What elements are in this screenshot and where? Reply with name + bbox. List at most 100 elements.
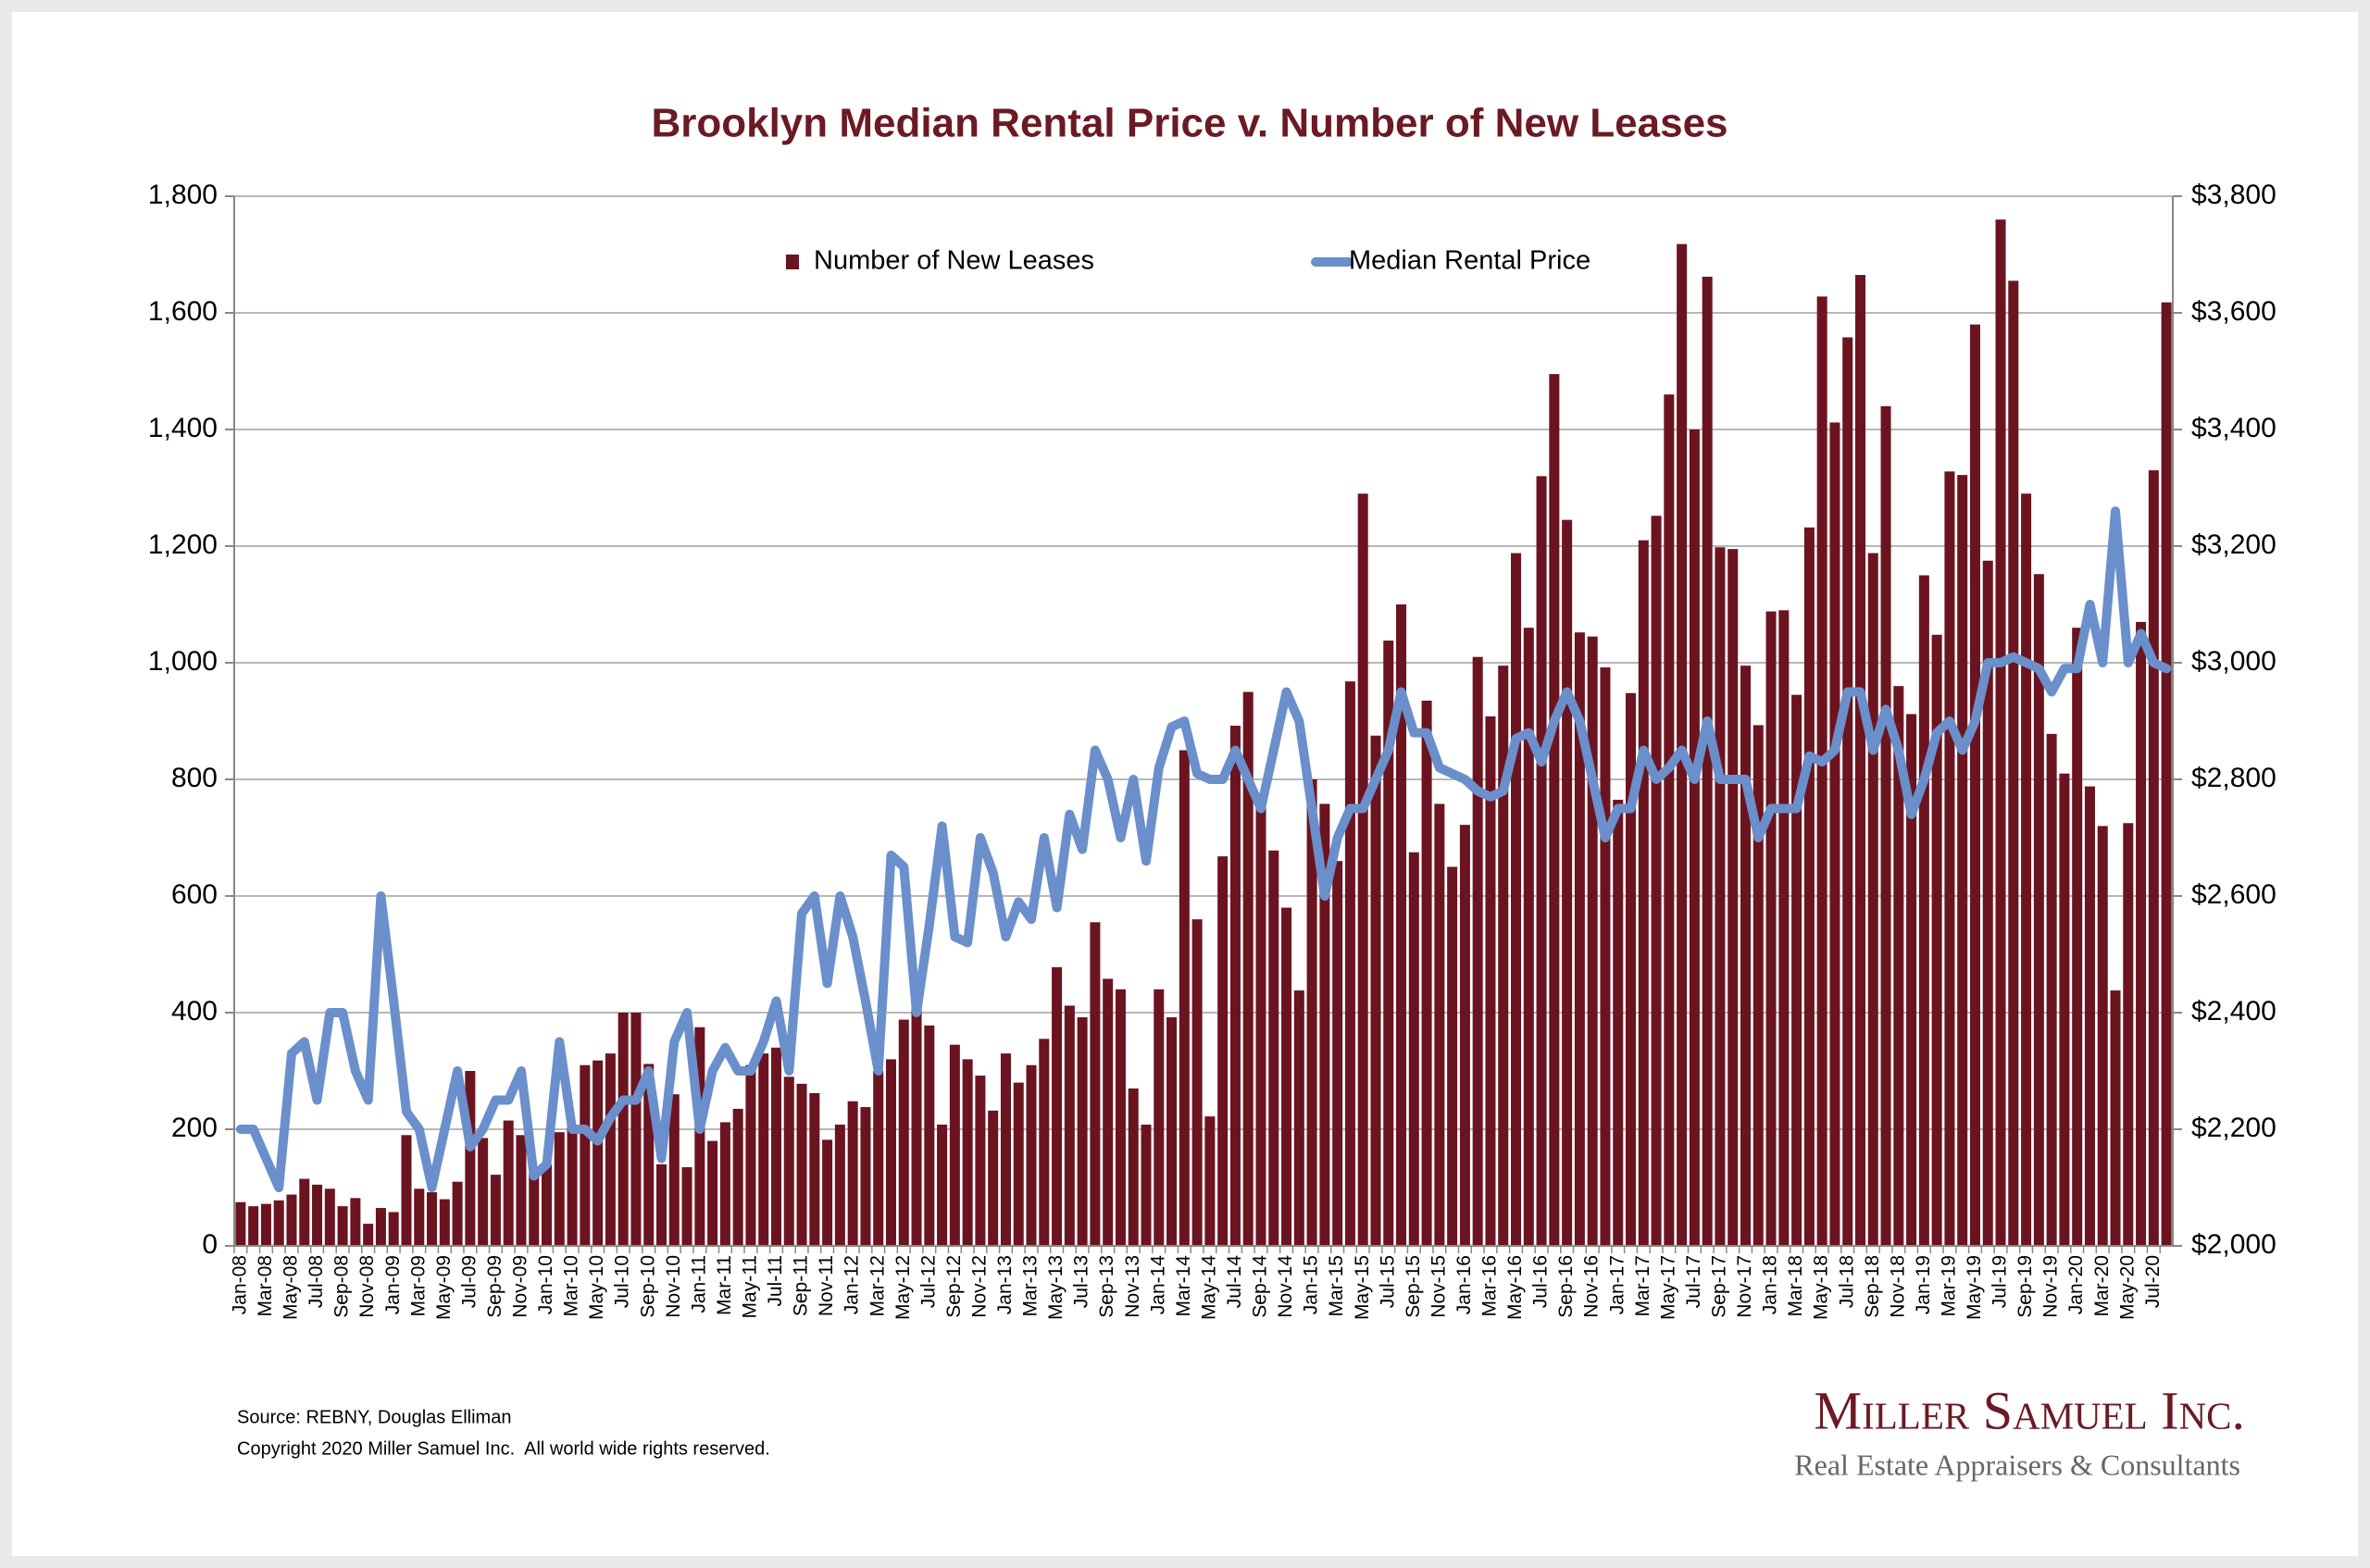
y-tick-label: 1,600	[148, 296, 218, 327]
bar	[745, 1064, 756, 1246]
x-tick-label: Nov-09	[510, 1255, 531, 1318]
x-tick-label: Mar-15	[1326, 1255, 1347, 1317]
x-tick-label: May-13	[1045, 1255, 1066, 1320]
x-tick-label: Jul-13	[1071, 1255, 1092, 1308]
bar	[1293, 990, 1304, 1246]
bar	[617, 1013, 629, 1246]
x-tick-label: Mar-19	[1938, 1255, 1959, 1317]
bar	[1995, 219, 2006, 1247]
y2-tick-label: $3,000	[2191, 646, 2276, 677]
y2-tick-label: $3,800	[2191, 180, 2276, 210]
x-tick-label: Jul-15	[1377, 1255, 1398, 1308]
bar	[1485, 716, 1496, 1246]
x-tick-label: Mar-13	[1020, 1255, 1042, 1317]
bar	[822, 1139, 833, 1246]
x-tick-label: May-14	[1198, 1255, 1219, 1320]
legend-key	[786, 255, 799, 269]
line	[235, 506, 2172, 1192]
x-tick-label: Jul-18	[1836, 1255, 1857, 1308]
bar	[1026, 1064, 1037, 1246]
bar	[2008, 280, 2019, 1247]
bar	[1906, 714, 1917, 1246]
bar	[1536, 476, 1547, 1246]
bar	[516, 1135, 527, 1246]
x-tick-label: May-20	[2116, 1255, 2138, 1320]
x-tick-label: Mar-20	[2091, 1255, 2113, 1317]
bar	[605, 1053, 616, 1246]
x-tick-label: Sep-16	[1555, 1255, 1577, 1318]
bar	[655, 1164, 667, 1246]
bar	[1421, 700, 1432, 1246]
x-tick-label: Mar-17	[1632, 1255, 1653, 1317]
x-tick-label: Jul-08	[306, 1255, 327, 1308]
bar	[2161, 302, 2172, 1246]
y2-tick-label: $2,600	[2191, 879, 2276, 910]
bar	[350, 1198, 361, 1246]
bar	[388, 1212, 399, 1246]
x-tick-label: Nov-08	[356, 1255, 378, 1318]
x-tick-label: Jul-16	[1530, 1255, 1552, 1308]
bar	[1918, 575, 1929, 1246]
bar	[1166, 1017, 1178, 1246]
bar	[1549, 374, 1560, 1246]
bar	[643, 1064, 655, 1246]
x-tick-label: Nov-11	[816, 1255, 837, 1316]
x-tick-label: Jan-09	[382, 1255, 404, 1314]
x-tick-label: Mar-14	[1173, 1255, 1194, 1317]
y2-tick-label: $2,400	[2191, 996, 2276, 1027]
bar	[1306, 779, 1317, 1246]
x-tick-label: Nov-13	[1122, 1255, 1143, 1318]
bar	[1281, 907, 1292, 1246]
bar	[770, 1047, 782, 1246]
bar	[1944, 471, 1955, 1246]
bar	[439, 1199, 450, 1246]
x-tick-label: Nov-19	[2040, 1255, 2062, 1318]
bar	[809, 1092, 820, 1246]
x-tick-label: Sep-18	[1862, 1255, 1883, 1318]
bar	[1791, 694, 1802, 1246]
x-tick-label: Jan-20	[2065, 1255, 2087, 1314]
x-tick-label: Sep-15	[1403, 1255, 1424, 1318]
x-tick-label: Nov-16	[1581, 1255, 1603, 1318]
x-tick-label: Mar-10	[561, 1255, 582, 1317]
bar	[834, 1124, 845, 1246]
x-tick-label: May-18	[1811, 1255, 1832, 1320]
x-tick-label: May-08	[281, 1255, 302, 1320]
bar	[1268, 850, 1279, 1246]
bar	[2084, 786, 2095, 1246]
bar	[681, 1166, 692, 1246]
x-tick-label: Mar-16	[1479, 1255, 1501, 1317]
source: Source: REBNY, Douglas Elliman	[237, 1407, 511, 1427]
x-tick-label: Mar-12	[867, 1255, 888, 1317]
bar	[1090, 922, 1101, 1246]
bar	[1625, 692, 1637, 1246]
bar	[554, 1132, 565, 1246]
bar	[1141, 1124, 1152, 1246]
bar	[1893, 686, 1904, 1246]
x-tick-label: Sep-11	[791, 1255, 812, 1316]
x-tick-label: Jul-17	[1683, 1255, 1704, 1308]
x-tick-label: Jan-12	[842, 1255, 863, 1314]
bar	[1191, 919, 1203, 1246]
bar	[1154, 989, 1165, 1246]
bar	[1128, 1088, 1139, 1246]
x-tick-label: Sep-19	[2014, 1255, 2036, 1318]
bar	[580, 1064, 591, 1246]
bar	[1574, 632, 1585, 1246]
x-tick-label: May-19	[1964, 1255, 1985, 1320]
x-tick-label: Jul-11	[765, 1255, 786, 1307]
x-tick-label: Jan-19	[1913, 1255, 1934, 1314]
bar	[1103, 978, 1114, 1246]
y-tick-label: 0	[202, 1229, 218, 1260]
y-tick-label: 1,200	[148, 529, 218, 560]
bar	[1689, 429, 1700, 1246]
x-tick-label: Mar-08	[255, 1255, 276, 1317]
bar	[1217, 856, 1229, 1246]
y-tick-label: 1,800	[148, 180, 218, 210]
x-tick-label: Sep-10	[637, 1255, 658, 1318]
bar	[1803, 527, 1815, 1246]
bar	[2097, 826, 2108, 1246]
bar	[363, 1224, 374, 1246]
x-tick-label: Jan-16	[1453, 1255, 1475, 1314]
x-tick-label: May-15	[1352, 1255, 1373, 1320]
